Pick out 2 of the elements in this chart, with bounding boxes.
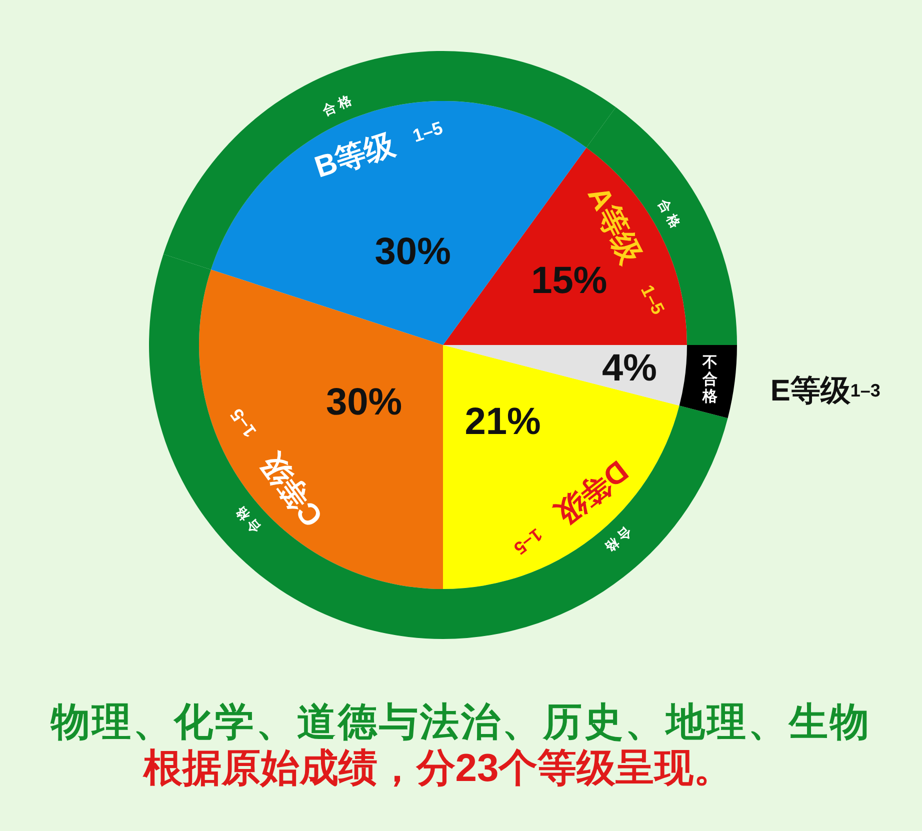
subtitle: 根据原始成绩，分23个等级呈现。 [143,747,733,790]
title: 物理、化学、道德与法治、历史、地理、生物 [51,701,871,744]
